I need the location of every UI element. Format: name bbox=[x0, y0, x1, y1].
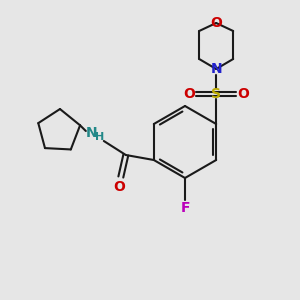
Text: O: O bbox=[113, 180, 125, 194]
Text: O: O bbox=[210, 16, 222, 30]
Text: S: S bbox=[211, 87, 221, 101]
Text: H: H bbox=[95, 132, 104, 142]
Text: N: N bbox=[86, 126, 98, 140]
Text: F: F bbox=[180, 201, 190, 215]
Text: O: O bbox=[183, 87, 195, 101]
Text: N: N bbox=[210, 62, 222, 76]
Text: O: O bbox=[237, 87, 249, 101]
